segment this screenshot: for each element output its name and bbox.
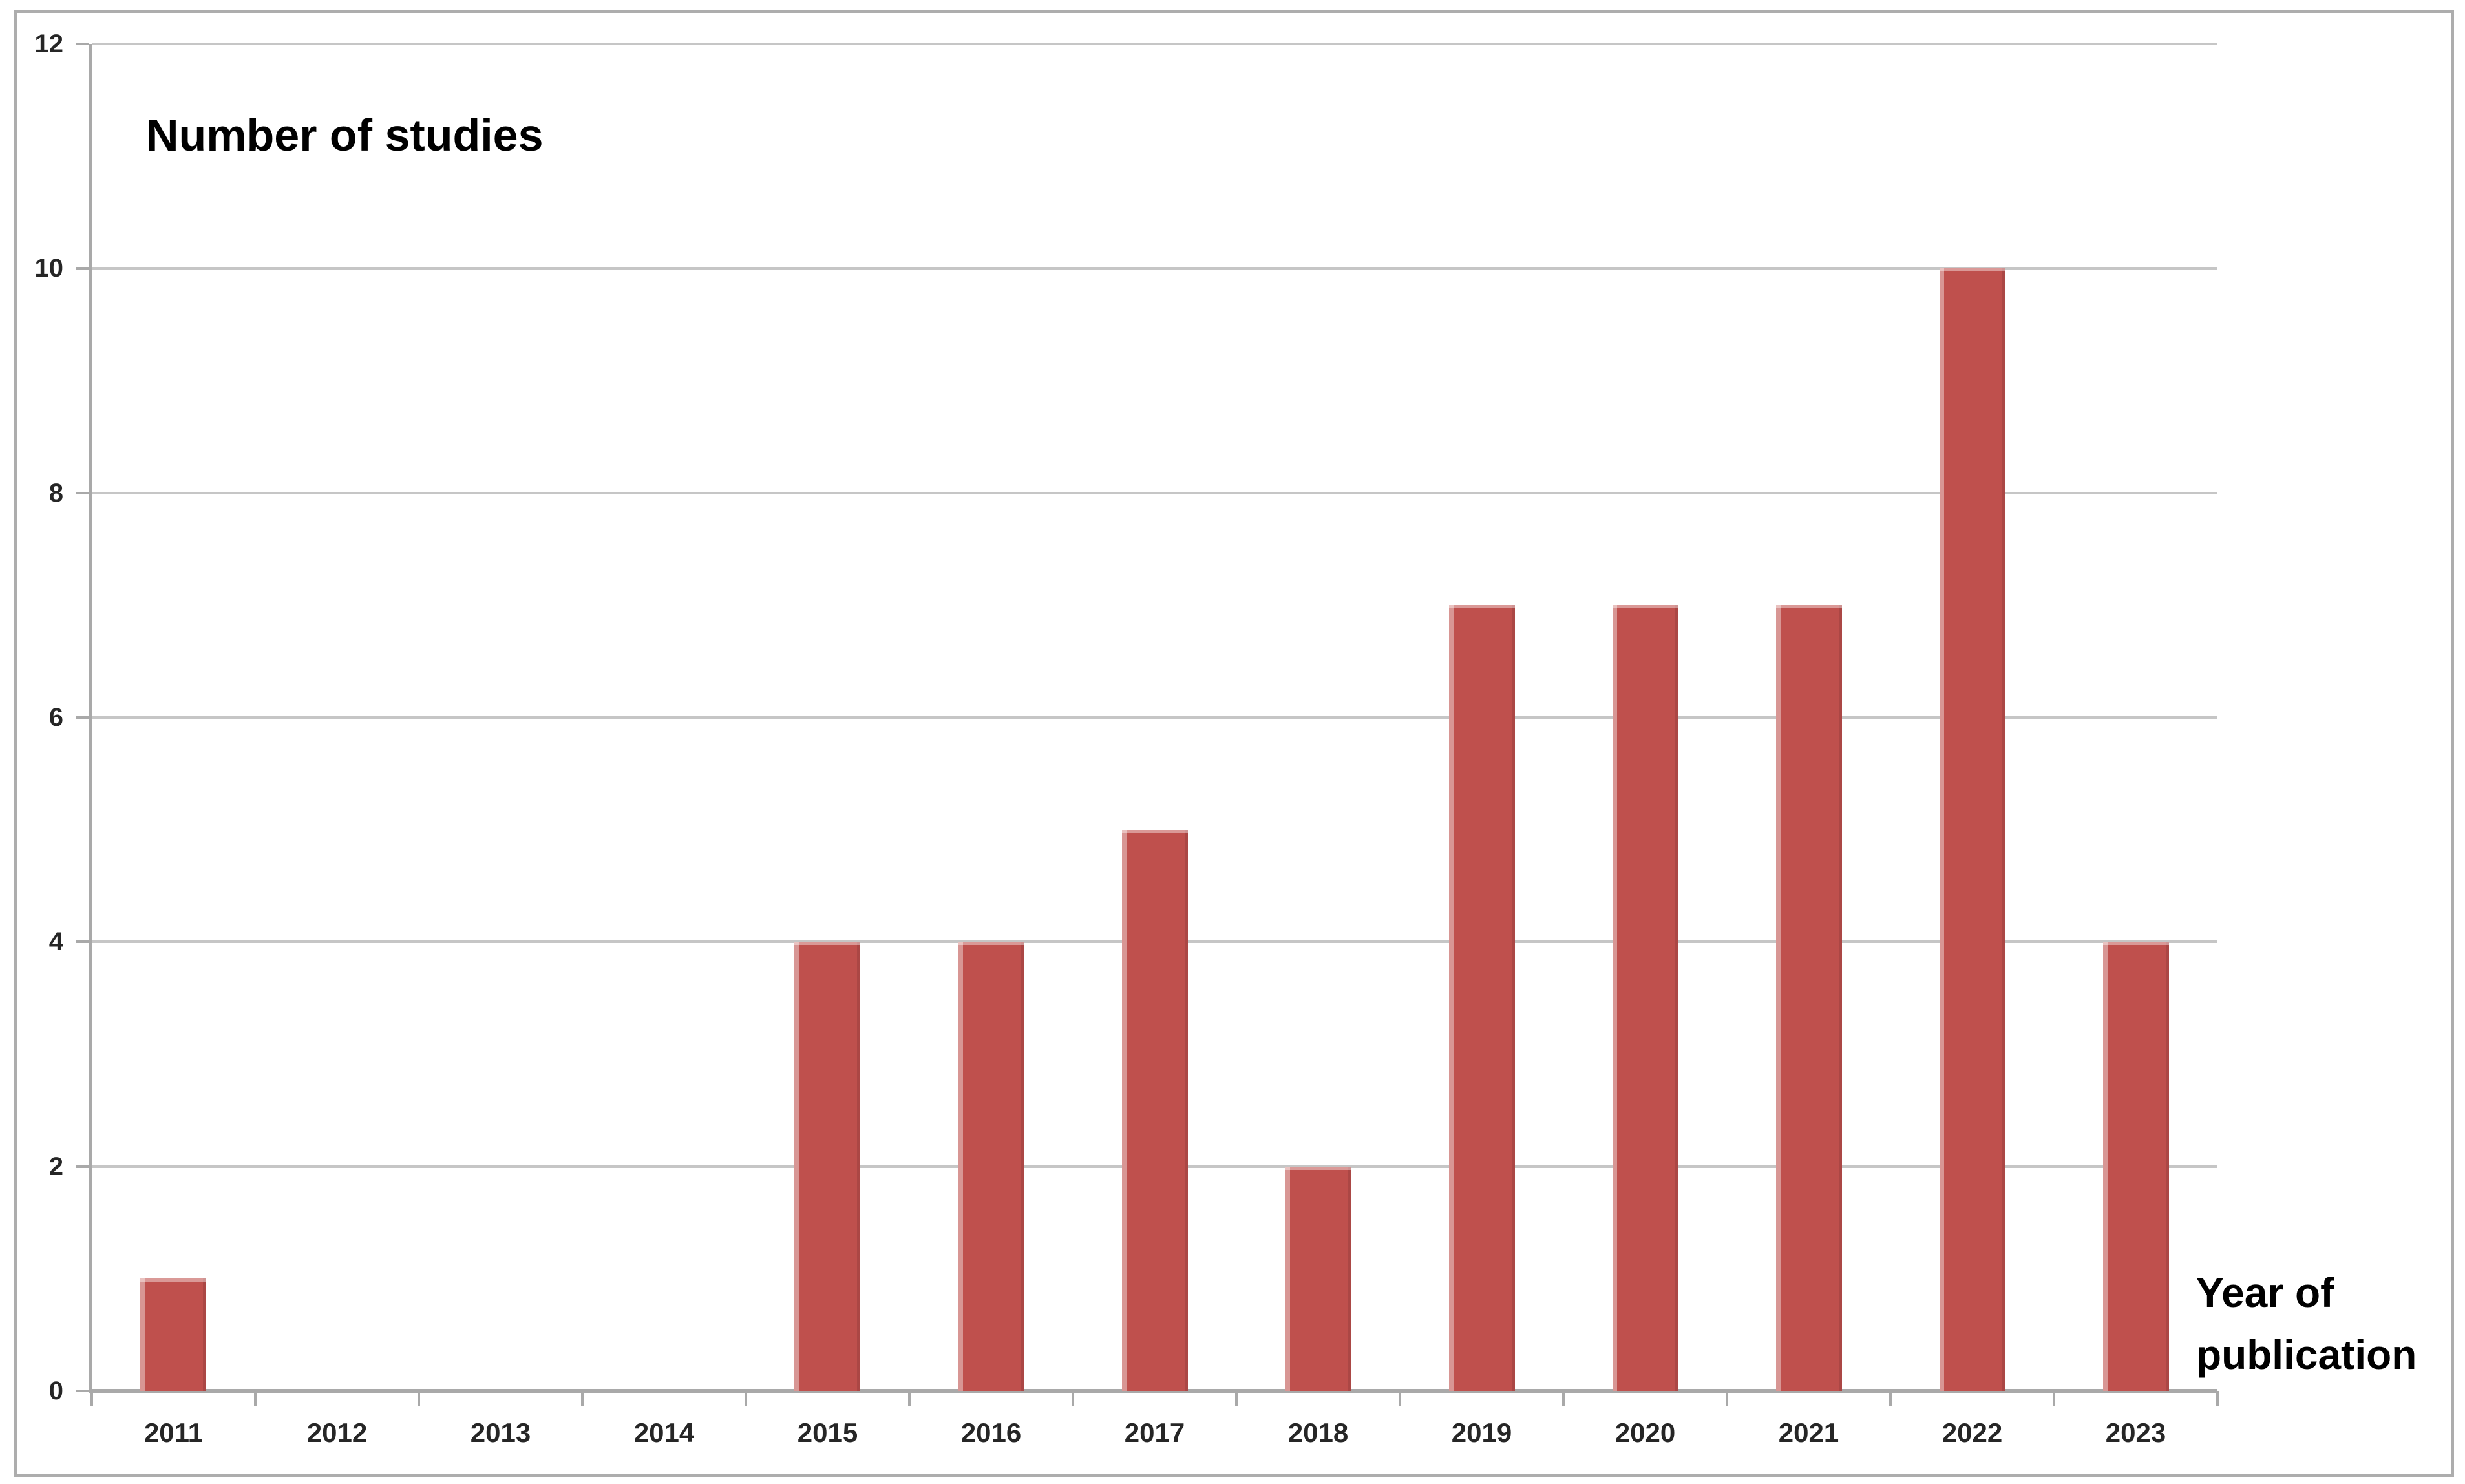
y-axis-tick-label: 10: [34, 254, 64, 283]
x-axis-title-line2: publication: [2196, 1331, 2417, 1378]
y-axis-tick-label: 2: [48, 1152, 63, 1181]
gridline-6: [92, 716, 2217, 719]
x-axis-tick-label: 2021: [1778, 1417, 1839, 1448]
x-axis-tick-label: 2014: [633, 1417, 695, 1448]
x-axis-tick-label: 2016: [960, 1417, 1022, 1448]
x-axis-tick-label: 2020: [1614, 1417, 1676, 1448]
y-tick-mark-2: [76, 1165, 89, 1168]
x-axis-tick-label: 2011: [143, 1417, 204, 1448]
bar-2022: [1939, 268, 2005, 1391]
x-axis-tick-label: 2012: [306, 1417, 368, 1448]
x-tick-mark: [1561, 1391, 1565, 1406]
y-tick-mark-0: [76, 1390, 89, 1392]
x-tick-mark: [1889, 1391, 1892, 1406]
x-axis-tick-label: 2023: [2105, 1417, 2166, 1448]
x-tick-mark: [581, 1391, 584, 1406]
y-axis-tick-label: 4: [48, 928, 63, 957]
x-tick-mark: [2053, 1391, 2055, 1406]
x-axis-tick-label: 2018: [1287, 1417, 1349, 1448]
gridline-12: [92, 43, 2217, 45]
y-axis-tick-label: 12: [34, 30, 64, 58]
x-tick-mark: [417, 1391, 420, 1406]
bar-2015: [794, 942, 861, 1391]
y-tick-mark-4: [76, 940, 89, 944]
x-axis-line: [89, 1389, 2217, 1393]
x-axis-title: Year of publication: [2196, 1262, 2417, 1386]
y-tick-mark-8: [76, 491, 89, 494]
y-tick-mark-10: [76, 267, 89, 270]
bar-2020: [1612, 605, 1678, 1391]
chart-title: Number of studies: [146, 110, 544, 160]
bar-2019: [1448, 605, 1515, 1391]
x-axis-tick-label: 2015: [797, 1417, 858, 1448]
y-axis-tick-label: 0: [48, 1377, 63, 1405]
x-axis-tick-label: 2017: [1124, 1417, 1185, 1448]
x-tick-mark: [1726, 1391, 1728, 1406]
bar-2016: [958, 942, 1024, 1391]
plot-area: 0 2 4 6 8 10 12 2011 2012 2013 2014 2015 2016 2017 201…: [35, 30, 2219, 1448]
y-axis-line: [89, 44, 92, 1393]
gridline-8: [92, 491, 2217, 494]
x-tick-mark: [1234, 1391, 1238, 1406]
x-axis-title-line1: Year of: [2196, 1269, 2334, 1316]
y-tick-mark-6: [76, 716, 89, 719]
x-axis-tick-label: 2013: [470, 1417, 531, 1448]
y-tick-mark-12: [76, 43, 89, 45]
gridline-10: [92, 267, 2217, 270]
x-tick-mark: [2216, 1391, 2219, 1406]
y-axis-tick-label: 8: [48, 478, 63, 507]
bar-2021: [1775, 605, 1842, 1391]
x-axis-tick-label: 2019: [1451, 1417, 1512, 1448]
bar-2023: [2102, 942, 2169, 1391]
x-tick-mark: [908, 1391, 911, 1406]
x-tick-mark: [90, 1391, 93, 1406]
x-tick-mark: [253, 1391, 257, 1406]
x-axis-tick-label: 2022: [1941, 1417, 2003, 1448]
y-axis-tick-label: 6: [48, 703, 63, 732]
bar-2011: [140, 1278, 207, 1391]
x-tick-mark: [1072, 1391, 1074, 1406]
bar-2017: [1121, 829, 1188, 1391]
x-tick-mark: [744, 1391, 747, 1406]
bar-2018: [1285, 1166, 1351, 1391]
x-tick-mark: [1398, 1391, 1401, 1406]
